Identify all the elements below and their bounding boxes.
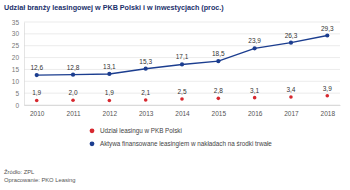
x-tick-label: 2012 <box>103 110 118 117</box>
x-tick-label: 2014 <box>175 110 190 117</box>
data-label: 13,1 <box>103 63 116 70</box>
data-label: 18,5 <box>212 50 225 57</box>
x-axis-line <box>25 105 341 106</box>
legend-label: Aktywa finansowane leasingiem w nakładac… <box>100 140 272 148</box>
point <box>108 99 112 103</box>
x-tick: 2017 <box>284 110 299 117</box>
point <box>180 62 184 66</box>
legend-marker <box>90 141 95 146</box>
data-label: 26,3 <box>285 32 298 39</box>
y-tick-label: 10 <box>12 78 20 85</box>
data-label: 15,3 <box>139 58 152 65</box>
y-tick: 25 <box>12 42 24 49</box>
point <box>35 99 39 103</box>
y-tick-label: 5 <box>15 90 19 97</box>
grid-line <box>24 105 340 106</box>
x-tick: 2015 <box>212 110 227 117</box>
data-label: 29,3 <box>321 25 334 32</box>
x-tick-label: 2010 <box>30 110 45 117</box>
x-tick: 2014 <box>175 110 190 117</box>
y-tick: 5 <box>15 90 24 97</box>
y-tick: 0 <box>15 102 24 109</box>
data-label: 17,1 <box>176 53 189 60</box>
data-label: 1,9 <box>32 89 41 96</box>
series-line <box>37 36 328 76</box>
y-tick: 20 <box>12 54 24 61</box>
x-tick-label: 2016 <box>248 110 263 117</box>
data-label: 2,0 <box>69 89 78 96</box>
data-label: 3,1 <box>250 87 259 94</box>
point <box>144 67 148 71</box>
x-tick: 2013 <box>139 110 154 117</box>
source-note: Opracowanie: PKO Leasing <box>4 177 76 183</box>
x-tick: 2010 <box>30 110 45 117</box>
point <box>216 59 220 63</box>
point <box>253 46 257 50</box>
data-label: 23,9 <box>248 37 261 44</box>
y-axis: 0 5 10 15 20 25 30 35 <box>12 19 25 109</box>
y-axis-line <box>24 23 25 106</box>
point <box>289 95 293 99</box>
data-label: 2,1 <box>141 89 150 96</box>
x-tick: 2018 <box>321 110 336 117</box>
point <box>253 96 257 100</box>
x-tick-label: 2017 <box>284 110 299 117</box>
point <box>71 98 75 102</box>
point <box>71 73 75 77</box>
data-labels: 1,9 2,0 1,9 2,1 2,5 2,8 3,1 3,4 3,9 12,6 12,8 13,1 1… <box>30 25 334 97</box>
data-label: 2,5 <box>177 88 186 95</box>
grid-line <box>24 22 340 23</box>
x-tick: 2011 <box>67 110 81 117</box>
x-tick-label: 2011 <box>67 110 81 117</box>
data-label: 3,4 <box>286 86 295 93</box>
data-label: 1,9 <box>105 89 114 96</box>
legend-label: Udział leasingu w PKB Polski <box>100 127 182 135</box>
point <box>180 97 184 101</box>
y-tick: 30 <box>12 30 24 37</box>
point <box>325 94 329 98</box>
chart: Udział branży leasingowej w PKB Polski i… <box>0 0 350 190</box>
x-tick-label: 2013 <box>139 110 154 117</box>
y-tick: 10 <box>12 78 24 85</box>
point <box>144 98 148 102</box>
source-note: Źródło: ZPL <box>4 169 35 175</box>
y-tick-label: 35 <box>12 19 20 26</box>
y-tick-label: 30 <box>12 30 20 37</box>
data-label: 12,8 <box>67 64 80 71</box>
x-tick-label: 2018 <box>321 110 336 117</box>
y-tick-label: 15 <box>12 66 20 73</box>
point <box>107 72 111 76</box>
x-axis: 2010 2011 2012 2013 2014 2015 2016 2017 2018 <box>25 106 341 117</box>
point <box>35 73 39 77</box>
title: Udział branży leasingowej w PKB Polski i… <box>4 3 224 12</box>
x-tick-label: 2015 <box>212 110 227 117</box>
point <box>217 97 221 101</box>
y-tick: 15 <box>12 66 24 73</box>
grid <box>24 22 340 105</box>
plot-marks <box>35 33 330 102</box>
data-label: 3,9 <box>323 85 332 92</box>
y-tick-label: 25 <box>12 42 20 49</box>
data-label: 2,8 <box>214 87 223 94</box>
grid-line <box>24 45 340 46</box>
point <box>289 41 293 45</box>
y-tick: 35 <box>12 19 24 26</box>
point <box>325 33 329 37</box>
y-tick-label: 20 <box>12 54 20 61</box>
legend-marker <box>90 128 95 133</box>
data-label: 12,6 <box>30 64 43 71</box>
legend: Udział leasingu w PKB Polski Aktywa finan… <box>90 127 273 148</box>
x-tick: 2016 <box>248 110 263 117</box>
x-tick: 2012 <box>103 110 118 117</box>
grid-line <box>24 81 340 82</box>
y-tick-label: 0 <box>15 102 19 109</box>
